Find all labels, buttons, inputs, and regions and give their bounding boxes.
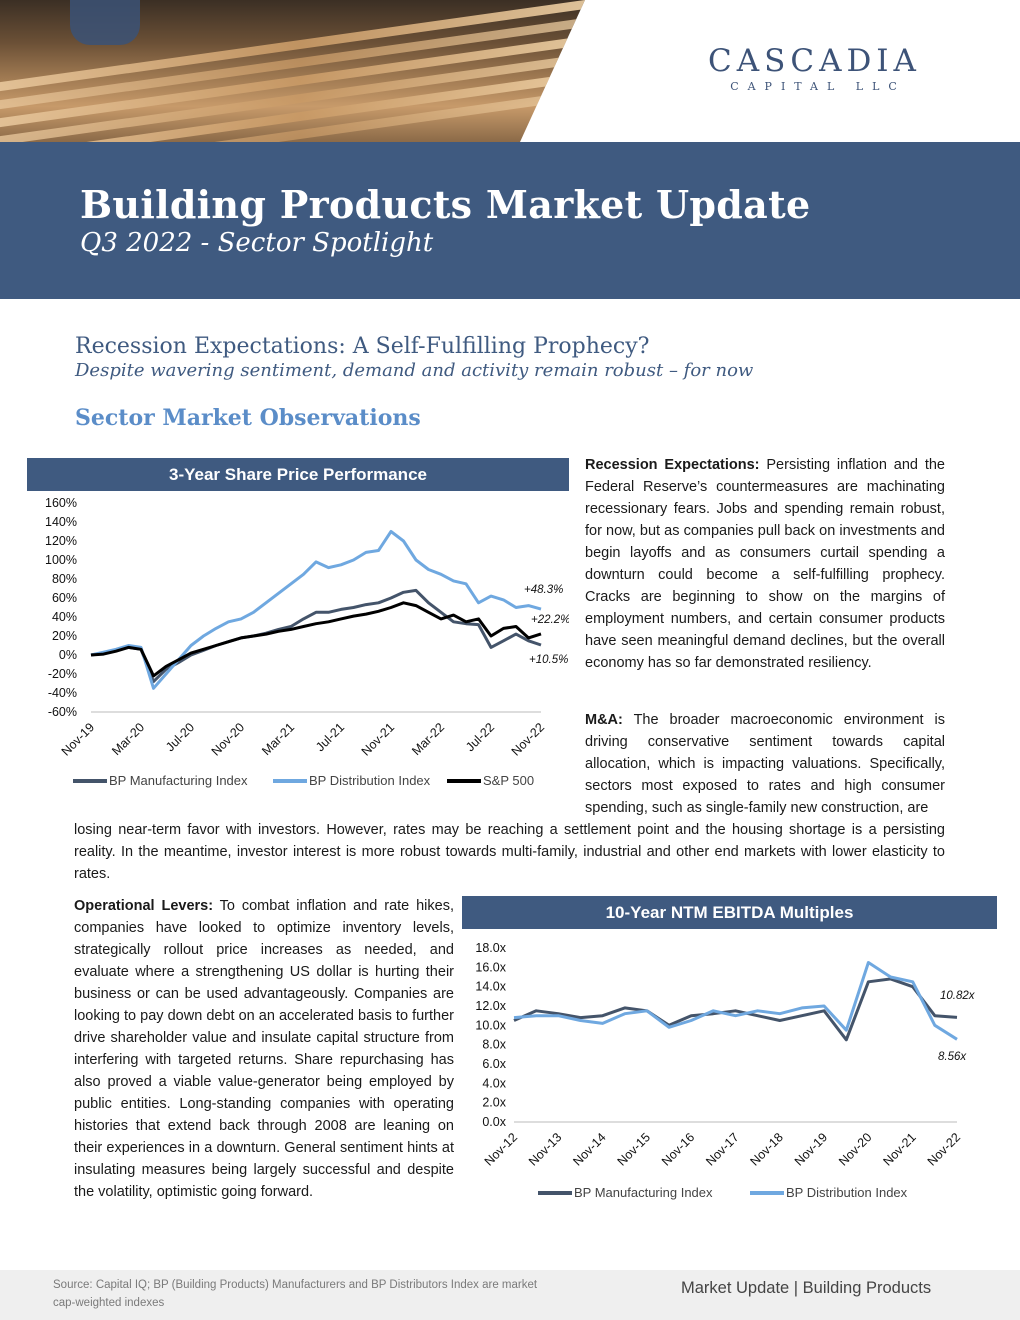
y-tick-label: 14.0x	[475, 980, 506, 994]
paragraph-operational: Operational Levers: To combat inflation …	[74, 895, 454, 1203]
x-tick-label: Jul-22	[463, 720, 497, 754]
x-tick-label: Nov-12	[482, 1130, 520, 1168]
paragraph-text: Persisting inflation and the Federal Res…	[585, 457, 945, 671]
y-tick-label: 100%	[45, 553, 77, 567]
x-tick-label: Nov-16	[659, 1130, 697, 1168]
y-tick-label: 40%	[52, 610, 77, 624]
x-tick-label: Nov-17	[703, 1130, 741, 1168]
y-tick-label: 6.0x	[482, 1057, 506, 1071]
page-title: Building Products Market Update	[80, 182, 811, 227]
x-tick-label: Nov-19	[59, 720, 97, 758]
data-label: +48.3%	[524, 584, 563, 596]
x-tick-label: Nov-19	[792, 1130, 830, 1168]
data-label: +10.5%	[529, 654, 568, 666]
company-logo: CASCADIA CAPITAL LLC	[708, 44, 920, 93]
y-tick-label: 12.0x	[475, 999, 506, 1013]
legend-label: BP Manufacturing Index	[574, 1185, 713, 1200]
x-tick-label: Nov-15	[615, 1130, 653, 1168]
x-tick-label: Jul-21	[313, 720, 347, 754]
series-line	[90, 530, 542, 690]
x-tick-label: Nov-21	[359, 720, 397, 758]
x-tick-label: Mar-22	[409, 720, 447, 758]
y-tick-label: 60%	[52, 591, 77, 605]
footer-bar	[0, 1270, 1020, 1320]
y-tick-label: 140%	[45, 515, 77, 529]
y-tick-label: 80%	[52, 572, 77, 586]
section-title: Sector Market Observations	[75, 405, 421, 431]
x-tick-label: Nov-21	[880, 1130, 918, 1168]
ebitda-multiples-chart: 10-Year NTM EBITDA Multiples 18.0x 16.0x 1…	[462, 896, 997, 1210]
y-tick-label: 0%	[59, 648, 77, 662]
logo-subname: CAPITAL LLC	[730, 80, 906, 93]
paragraph-text: The broader macroeconomic environment is…	[585, 712, 945, 816]
series-line	[90, 601, 542, 678]
legend-label: BP Distribution Index	[309, 773, 431, 788]
page-subtitle: Q3 2022 - Sector Spotlight	[80, 228, 434, 258]
legend-label: BP Manufacturing Index	[109, 773, 248, 788]
footer-section-label: Market Update | Building Products	[681, 1279, 932, 1297]
logo-name: CASCADIA	[708, 43, 921, 79]
y-tick-label: 18.0x	[475, 941, 506, 955]
y-tick-label: 10.0x	[475, 1018, 506, 1032]
series-line	[90, 588, 542, 684]
x-tick-label: Mar-20	[109, 720, 147, 758]
x-tick-label: Nov-20	[209, 720, 247, 758]
x-tick-label: Nov-22	[509, 720, 547, 758]
y-tick-label: 4.0x	[482, 1076, 506, 1090]
article-subheadline: Despite wavering sentiment, demand and a…	[75, 360, 754, 381]
share-price-chart-plot: 160% 140% 120% 100% 80% 60% 40% 20% 0% -20% -40% -6…	[45, 496, 569, 788]
footer-source: Source: Capital IQ; BP (Building Product…	[53, 1279, 538, 1309]
paragraph-recession: Recession Expectations: Persisting infla…	[585, 454, 945, 674]
paragraph-text: To combat inflation and rate hikes, comp…	[74, 898, 454, 1200]
y-tick-label: -20%	[48, 667, 77, 681]
y-tick-label: -60%	[48, 705, 77, 719]
data-label: 8.56x	[938, 1051, 967, 1063]
article-headline: Recession Expectations: A Self-Fulfillin…	[75, 334, 650, 359]
y-tick-label: 120%	[45, 534, 77, 548]
paragraph-lead: Recession Expectations:	[585, 457, 760, 473]
series-line	[513, 977, 958, 1042]
x-tick-label: Nov-20	[836, 1130, 874, 1168]
y-tick-label: 16.0x	[475, 960, 506, 974]
paragraph-text: losing near-term favor with investors. H…	[74, 822, 945, 882]
chart-title: 10-Year NTM EBITDA Multiples	[462, 896, 997, 929]
x-tick-label: Nov-13	[526, 1130, 564, 1168]
share-price-chart: 3-Year Share Price Performance 160% 140% 1…	[27, 458, 569, 798]
legend-label: S&P 500	[483, 773, 534, 788]
y-tick-label: 8.0x	[482, 1038, 506, 1052]
x-tick-label: Nov-14	[570, 1130, 608, 1168]
x-tick-label: Mar-21	[259, 720, 297, 758]
title-band	[0, 142, 1020, 299]
legend-label: BP Distribution Index	[786, 1185, 908, 1200]
paragraph-lead: M&A:	[585, 712, 623, 728]
y-tick-label: 0.0x	[482, 1115, 506, 1129]
y-tick-label: 2.0x	[482, 1096, 506, 1110]
x-tick-label: Nov-22	[925, 1130, 963, 1168]
x-tick-label: Nov-18	[748, 1130, 786, 1168]
hero-image	[0, 0, 600, 142]
chart-title: 3-Year Share Price Performance	[27, 458, 569, 491]
data-label: 10.82x	[940, 990, 976, 1002]
paragraph-ma: M&A: The broader macroeconomic environme…	[585, 709, 945, 819]
x-tick-label: Jul-20	[163, 720, 197, 754]
paragraph-lead: Operational Levers:	[74, 898, 214, 914]
paragraph-ma-continued: losing near-term favor with investors. H…	[74, 819, 945, 885]
ebitda-multiples-chart-plot: 18.0x 16.0x 14.0x 12.0x 10.0x 8.0x 6.0x 4.0x 2.0…	[475, 941, 976, 1200]
series-line	[513, 961, 958, 1041]
y-tick-label: -40%	[48, 686, 77, 700]
y-tick-label: 20%	[52, 629, 77, 643]
y-tick-label: 160%	[45, 496, 77, 510]
data-label: +22.2%	[531, 614, 569, 626]
